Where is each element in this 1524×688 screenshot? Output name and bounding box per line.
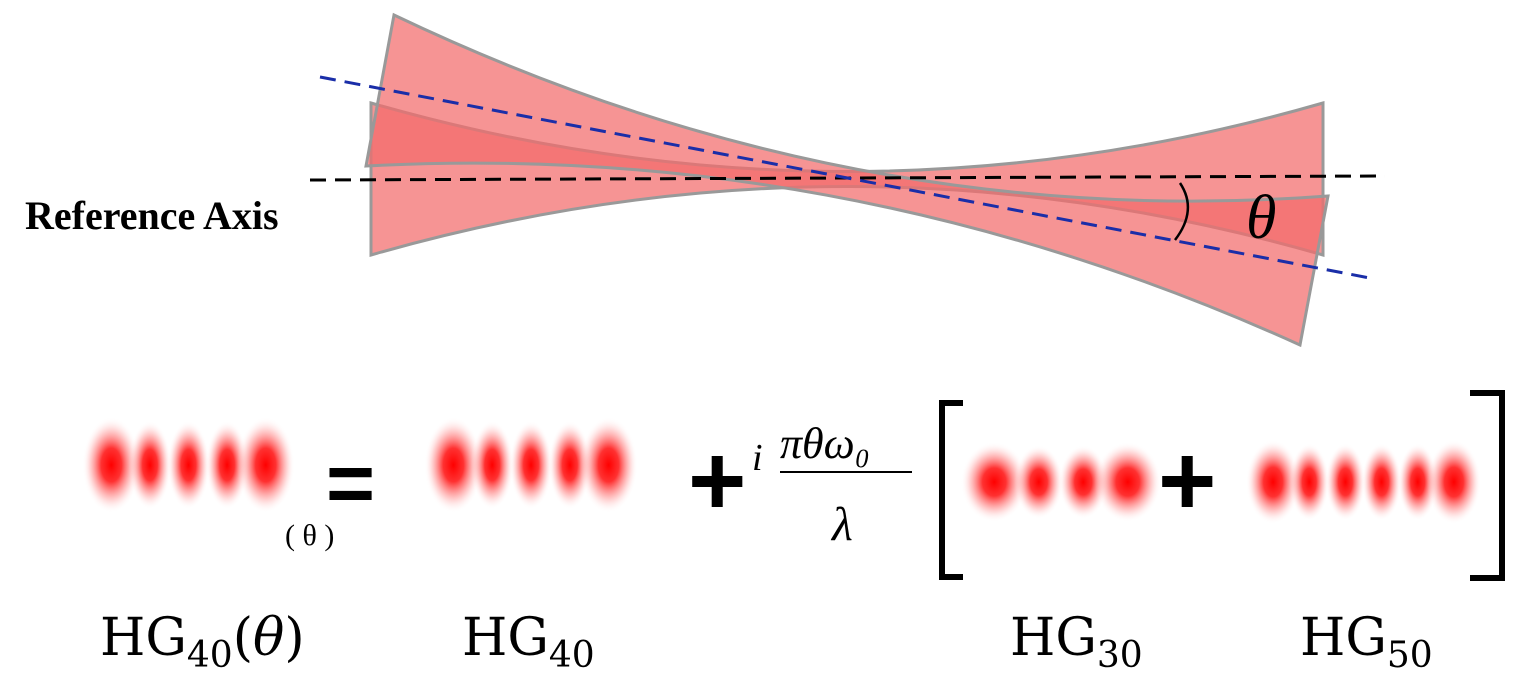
equals-sign: = xyxy=(326,436,375,530)
mode-lobe xyxy=(236,417,295,513)
mode-pattern-hg40-tilted xyxy=(82,417,295,513)
plus-sign-2: + xyxy=(1158,425,1216,537)
mode-lobe xyxy=(424,417,483,513)
coefficient-denominator: λ xyxy=(830,498,853,551)
reference-axis-label: Reference Axis xyxy=(25,193,279,238)
mode-pattern-hg30 xyxy=(960,442,1162,522)
mode-lobe xyxy=(1014,445,1064,519)
mode-lobe xyxy=(1426,440,1482,524)
mode-lobe xyxy=(509,420,553,510)
mode-lobe xyxy=(960,442,1028,522)
mode-label-hg30: HG30 xyxy=(1010,608,1143,676)
mode-lobe xyxy=(1094,442,1162,522)
mode-lobe xyxy=(205,420,249,510)
mode-lobe xyxy=(1289,443,1330,521)
angle-theta-label: θ xyxy=(1246,184,1276,252)
mode-lobe xyxy=(548,420,592,510)
mode-label-hg50: HG50 xyxy=(1300,608,1433,676)
mode-lobe xyxy=(1325,443,1366,521)
coefficient-i: i xyxy=(752,437,763,479)
mode-label-hg40-theta: HG40(θ) xyxy=(100,608,305,676)
tilted-beam xyxy=(364,12,1330,348)
mode-lobe xyxy=(128,420,172,510)
plus-sign-1: + xyxy=(688,425,746,537)
mode-lobe xyxy=(470,420,514,510)
left-bracket xyxy=(939,400,963,580)
angle-arc xyxy=(1174,182,1190,241)
mode-pattern-hg40 xyxy=(424,417,638,513)
mode-pattern-hg50 xyxy=(1245,440,1482,524)
mode-lobe xyxy=(579,417,638,513)
mode-lobe xyxy=(167,420,210,510)
mode-label-hg40: HG40 xyxy=(462,608,595,676)
mode-lobe xyxy=(1397,443,1438,521)
right-bracket xyxy=(1470,390,1505,581)
mode-lobe xyxy=(1361,443,1402,521)
mode-lobe xyxy=(1245,440,1301,524)
lhs-argument: ( θ ) xyxy=(285,519,334,552)
mode-lobe xyxy=(1058,445,1108,519)
coefficient-numerator: πθω₀ xyxy=(780,419,870,468)
tilted-axis-line xyxy=(319,75,1376,281)
mode-lobe xyxy=(82,417,141,513)
